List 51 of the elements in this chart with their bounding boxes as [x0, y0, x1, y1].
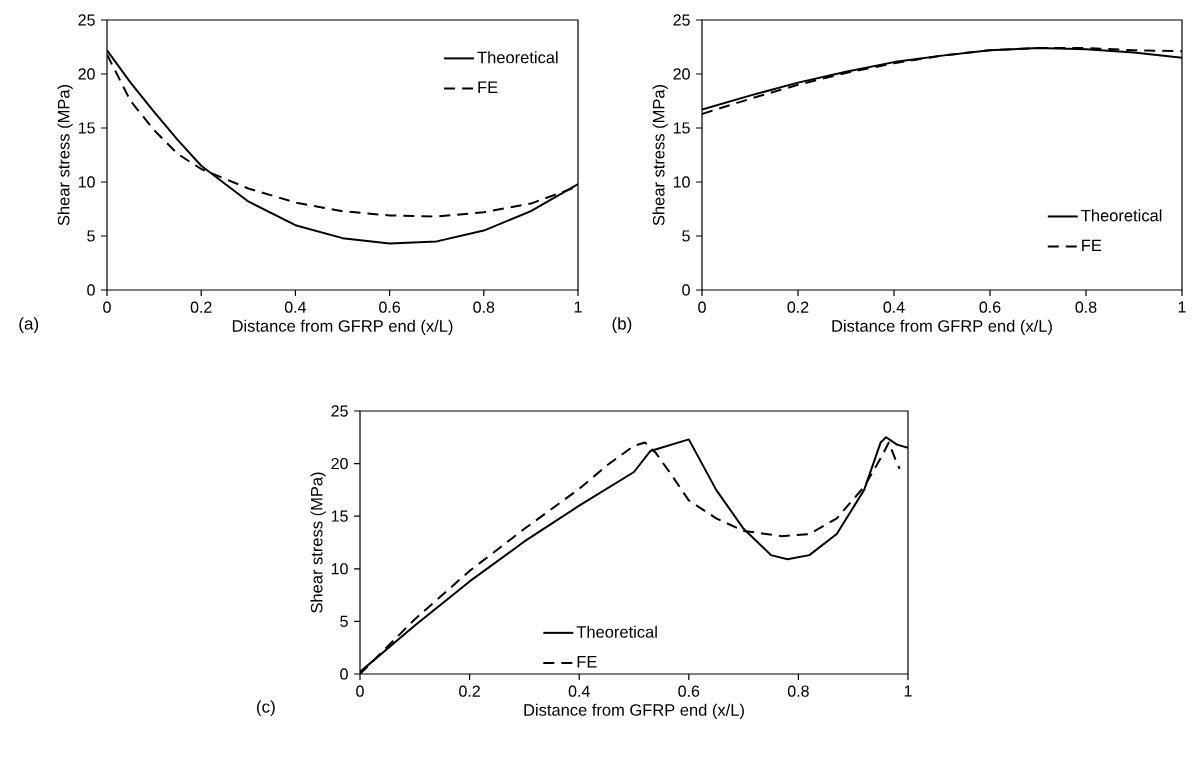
x-tick-label: 0	[103, 301, 111, 313]
y-axis-title: Shear stress (MPa)	[57, 84, 73, 226]
x-tick-label: 1	[1178, 301, 1186, 313]
x-tick-label: 1	[904, 685, 912, 697]
x-axis-title: Distance from GFRP end (x/L)	[232, 319, 453, 336]
y-tick-label: 25	[673, 14, 690, 26]
y-tick-label: 20	[673, 68, 690, 80]
x-tick-label: 0.6	[678, 685, 700, 697]
y-tick-label: 0	[87, 284, 95, 296]
text: (c)	[256, 700, 275, 717]
x-tick-label: 0.2	[459, 685, 480, 697]
legend-label: Theoretical	[1081, 209, 1162, 222]
y-tick-label: 5	[340, 615, 348, 627]
legend-label: FE	[478, 81, 498, 93]
x-tick-label: 0.2	[787, 301, 809, 313]
legend-label: Theoretical	[576, 625, 657, 638]
y-tick-label: 20	[331, 457, 348, 470]
x-tick-label: 0.6	[379, 301, 401, 313]
y-tick-label: 20	[78, 68, 95, 80]
text: (a)	[19, 317, 39, 333]
x-tick-label: 0.8	[473, 301, 495, 313]
y-tick-label: 15	[331, 510, 348, 522]
x-tick-label: 0.8	[787, 685, 809, 697]
y-tick-label: 0	[682, 284, 690, 296]
x-tick-label: 0	[356, 685, 364, 697]
x-tick-label: 0.4	[284, 301, 307, 313]
x-tick-label: 1	[574, 301, 582, 313]
y-tick-label: 10	[331, 563, 348, 575]
x-tick-label: 0.2	[190, 301, 212, 313]
y-tick-label: 25	[331, 405, 348, 417]
y-tick-label: 5	[87, 230, 95, 242]
legend-label: FE	[1082, 239, 1102, 251]
y-tick-label: 10	[78, 176, 95, 188]
x-tick-label: 0.4	[568, 685, 590, 697]
y-tick-label: 25	[78, 14, 95, 26]
y-tick-label: 15	[673, 122, 690, 134]
y-tick-label: 10	[673, 176, 690, 188]
x-tick-label: 0.6	[979, 301, 1001, 313]
text: (b)	[612, 317, 632, 333]
legend-label: Theoretical	[477, 51, 558, 64]
y-tick-label: 5	[682, 230, 690, 242]
x-axis-title: Distance from GFRP end (x/L)	[524, 703, 744, 720]
x-tick-label: 0.4	[883, 301, 905, 313]
x-tick-label: 0.8	[1075, 301, 1097, 313]
x-tick-label: 0	[698, 301, 706, 313]
y-tick-label: 15	[78, 122, 95, 134]
legend-label: FE	[577, 656, 597, 668]
y-tick-label: 0	[340, 668, 348, 680]
x-axis-title: Distance from GFRP end (x/L)	[832, 319, 1052, 336]
y-axis-title: Shear stress (MPa)	[652, 84, 668, 226]
y-axis-title: Shear stress (MPa)	[310, 472, 326, 613]
